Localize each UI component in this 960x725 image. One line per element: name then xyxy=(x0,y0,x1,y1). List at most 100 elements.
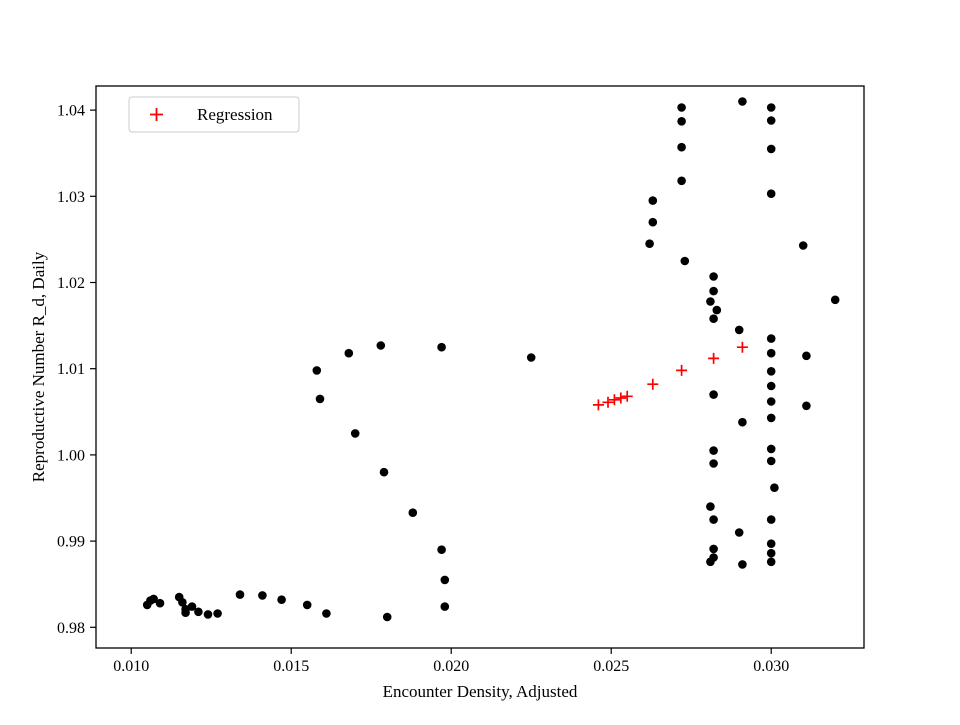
data-point xyxy=(302,600,312,610)
data-point xyxy=(798,241,808,250)
legend-box xyxy=(128,96,300,133)
regression-point xyxy=(615,392,627,404)
data-point xyxy=(322,609,331,618)
data-point xyxy=(738,417,747,427)
data-point xyxy=(738,560,747,569)
regression-point xyxy=(608,394,620,406)
data-point xyxy=(734,528,744,537)
legend-regression-label: Regression xyxy=(197,105,273,124)
data-point xyxy=(677,117,686,126)
data-point xyxy=(677,176,686,186)
data-point xyxy=(437,342,446,352)
x-tick-label: 0.020 xyxy=(433,658,469,675)
data-point xyxy=(766,515,776,524)
data-point xyxy=(408,508,418,517)
data-point xyxy=(344,348,354,358)
regression-point xyxy=(621,390,633,402)
data-point xyxy=(149,594,158,604)
data-point xyxy=(382,612,392,622)
y-tick-label: 1.01 xyxy=(57,361,85,378)
data-point xyxy=(766,548,776,558)
observations-series xyxy=(142,97,840,622)
regression-point xyxy=(676,364,688,376)
data-point xyxy=(680,256,690,266)
x-tick-label: 0.030 xyxy=(753,658,789,675)
data-point xyxy=(766,456,776,466)
data-point xyxy=(155,598,165,608)
data-point xyxy=(709,272,718,281)
data-point xyxy=(770,483,779,493)
data-point xyxy=(235,590,245,599)
data-point xyxy=(677,103,686,112)
data-point xyxy=(440,602,450,611)
y-tick-label: 0.99 xyxy=(57,534,85,551)
regression-point xyxy=(647,378,659,390)
x-axis-label: Encounter Density, Adjusted xyxy=(383,682,578,701)
regression-point xyxy=(708,352,720,364)
x-tick-label: 0.025 xyxy=(593,658,629,675)
data-point xyxy=(712,305,722,315)
y-tick-label: 0.98 xyxy=(57,620,85,637)
y-ticks: 0.98 0.99 1.00 1.01 1.02 1.03 1.04 xyxy=(57,103,96,637)
data-point xyxy=(706,502,715,511)
axes-box xyxy=(95,85,865,649)
data-point xyxy=(802,351,811,361)
data-point xyxy=(645,239,654,248)
data-point xyxy=(709,446,718,455)
data-point xyxy=(709,390,718,399)
data-point xyxy=(203,610,213,619)
data-point xyxy=(526,353,536,362)
data-point xyxy=(258,591,267,600)
data-point xyxy=(181,608,190,617)
data-point xyxy=(766,348,776,358)
y-tick-label: 1.02 xyxy=(57,275,85,292)
x-tick-label: 0.015 xyxy=(273,658,309,675)
data-point xyxy=(766,444,776,454)
data-point xyxy=(709,459,718,468)
data-point xyxy=(379,467,389,477)
data-point xyxy=(830,295,840,305)
data-point xyxy=(709,544,718,554)
data-point xyxy=(706,557,715,567)
legend-regression-marker-icon xyxy=(150,108,163,121)
data-point xyxy=(766,189,776,198)
data-point xyxy=(709,515,718,524)
data-point xyxy=(734,325,744,335)
y-tick-label: 1.04 xyxy=(57,103,85,120)
data-point xyxy=(766,116,776,125)
data-point xyxy=(766,367,776,376)
data-point xyxy=(766,334,776,343)
data-point xyxy=(648,196,658,205)
regression-series xyxy=(592,341,748,411)
data-point xyxy=(648,217,658,227)
data-point xyxy=(178,598,187,607)
y-tick-label: 1.03 xyxy=(57,189,85,206)
data-point xyxy=(440,575,450,585)
legend: Regression xyxy=(128,96,300,133)
data-point xyxy=(376,341,386,350)
regression-point xyxy=(736,341,748,353)
data-point xyxy=(766,413,776,423)
data-point xyxy=(766,539,776,548)
data-point xyxy=(437,545,446,554)
data-point xyxy=(766,144,776,154)
data-point xyxy=(766,103,776,112)
data-point xyxy=(766,381,776,391)
data-point xyxy=(706,297,715,306)
y-tick-label: 1.00 xyxy=(57,447,85,464)
x-ticks: 0.010 0.015 0.020 0.025 0.030 xyxy=(113,648,789,675)
data-point xyxy=(802,401,811,411)
y-axis-label: Reproductive Number R_d, Daily xyxy=(29,251,48,482)
regression-point xyxy=(592,399,604,411)
data-point xyxy=(312,366,322,375)
x-tick-label: 0.010 xyxy=(113,658,149,675)
data-point xyxy=(315,394,325,404)
data-point xyxy=(350,429,360,438)
data-point xyxy=(213,609,222,618)
data-point xyxy=(277,595,286,604)
data-point xyxy=(677,142,686,152)
data-point xyxy=(194,607,203,617)
data-point xyxy=(738,97,747,106)
